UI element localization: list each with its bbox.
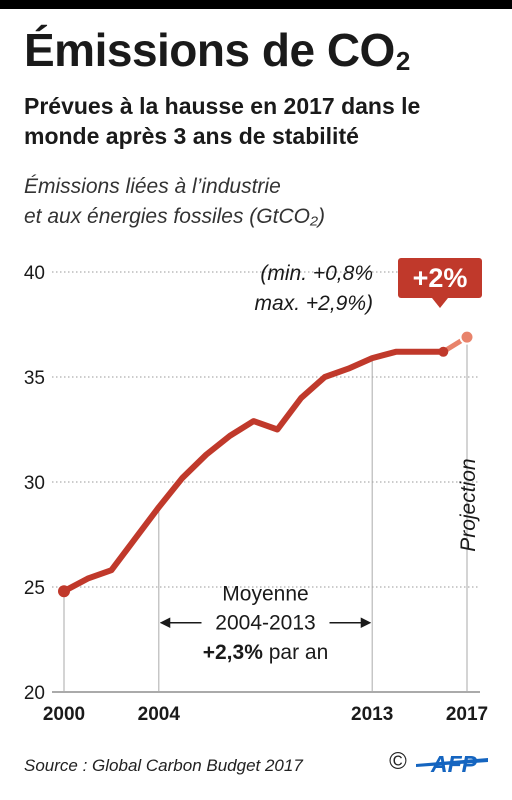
start-point-marker bbox=[58, 585, 70, 598]
description-line-1: Émissions liées à l’industrie bbox=[24, 175, 281, 198]
average-growth-suffix: par an bbox=[263, 641, 328, 664]
projection-label: Projection bbox=[457, 458, 480, 551]
range-max-label: max. +2,9%) bbox=[255, 292, 373, 315]
vertical-reference-lines bbox=[63, 337, 468, 692]
x-tick-label-2013: 2013 bbox=[351, 704, 393, 725]
emissions-line-chart: 20 25 30 35 40 2000 2004 2013 2017 +2% (min. +0,… bbox=[24, 258, 488, 725]
growth-badge-label: +2% bbox=[413, 263, 468, 293]
afp-logo-swoosh bbox=[416, 758, 488, 767]
average-growth-label: +2,3% par an bbox=[203, 641, 329, 664]
description-line-2: et aux énergies fossiles (GtCO₂) bbox=[24, 205, 325, 228]
source-note: Source : Global Carbon Budget 2017 bbox=[24, 756, 303, 775]
copyright-icon: © bbox=[389, 748, 407, 775]
title-subscript: 2 bbox=[395, 46, 410, 76]
x-tick-label-2004: 2004 bbox=[138, 704, 181, 725]
growth-badge-pointer bbox=[432, 298, 448, 308]
afp-logo-text: AFP bbox=[430, 751, 478, 777]
x-tick-label-2000: 2000 bbox=[43, 704, 85, 725]
average-period-label: 2004-2013 bbox=[215, 612, 315, 635]
data-series bbox=[58, 329, 475, 598]
y-tick-label-20: 20 bbox=[24, 683, 45, 704]
x-tick-label-2017: 2017 bbox=[446, 704, 488, 725]
chart-title: Émissions de CO2 bbox=[24, 22, 410, 89]
emissions-line bbox=[61, 348, 447, 595]
y-tick-label-30: 30 bbox=[24, 473, 45, 494]
title-main: Émissions de CO bbox=[24, 24, 395, 76]
last-actual-point-marker bbox=[438, 346, 449, 357]
growth-badge bbox=[398, 258, 482, 298]
y-tick-label-40: 40 bbox=[24, 263, 45, 284]
y-axis-tick-labels: 20 25 30 35 40 bbox=[24, 263, 45, 704]
x-axis-tick-labels: 2000 2004 2013 2017 bbox=[43, 704, 488, 725]
afp-logo: AFP bbox=[416, 751, 488, 777]
y-tick-label-25: 25 bbox=[24, 578, 45, 599]
annotations: +2% (min. +0,8% max. +2,9%) Projection Moyen… bbox=[159, 258, 482, 664]
top-bar bbox=[0, 0, 512, 9]
projection-point-marker bbox=[459, 329, 475, 345]
average-heading: Moyenne bbox=[222, 582, 308, 605]
y-tick-label-35: 35 bbox=[24, 368, 45, 389]
chart-description: Émissions liées à l’industrie et aux éner… bbox=[24, 172, 494, 232]
range-min-label: (min. +0,8% bbox=[260, 262, 373, 285]
chart-subtitle: Prévues à la hausse en 2017 dans le mond… bbox=[24, 93, 421, 149]
average-growth-value: +2,3% bbox=[203, 641, 263, 664]
